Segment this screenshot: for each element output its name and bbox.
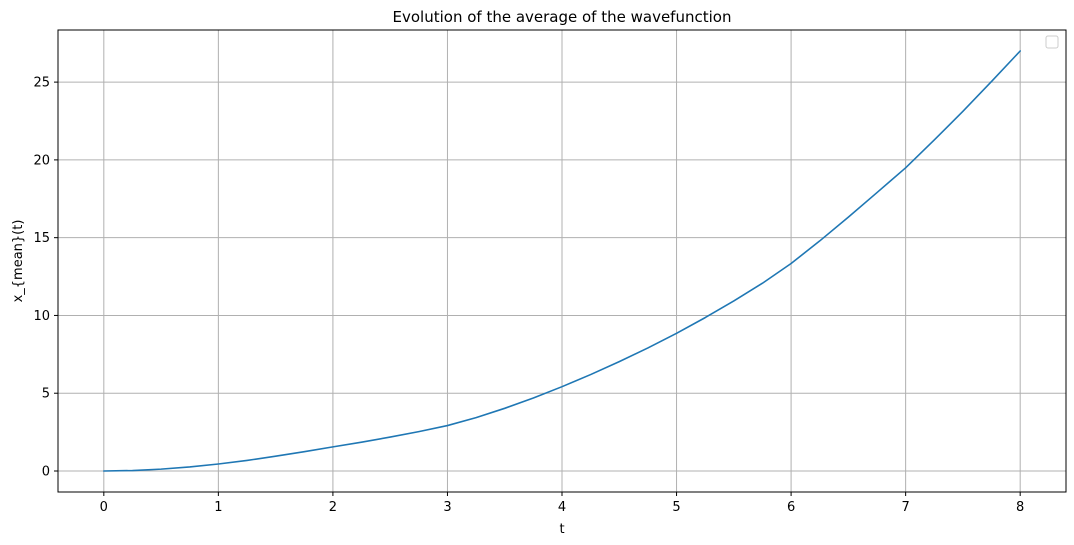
x-tick-label: 6 bbox=[787, 500, 795, 515]
y-tick-label: 5 bbox=[42, 387, 50, 402]
y-axis-ticks: 0 5 10 15 20 25 bbox=[33, 76, 58, 480]
x-tick-label: 8 bbox=[1016, 500, 1024, 515]
chart-title: Evolution of the average of the wavefunc… bbox=[393, 8, 732, 26]
x-tick-label: 7 bbox=[901, 500, 909, 515]
x-tick-label: 1 bbox=[214, 500, 222, 515]
grid bbox=[58, 30, 1066, 492]
y-tick-label: 15 bbox=[33, 231, 50, 246]
x-tick-label: 0 bbox=[100, 500, 108, 515]
y-tick-label: 25 bbox=[33, 76, 50, 91]
x-tick-label: 5 bbox=[672, 500, 680, 515]
legend-box bbox=[1045, 35, 1059, 49]
series-layer bbox=[103, 50, 1021, 472]
y-tick-label: 0 bbox=[42, 465, 50, 480]
y-tick-label: 20 bbox=[33, 153, 50, 168]
x-tick-label: 3 bbox=[443, 500, 451, 515]
series-line-0 bbox=[103, 50, 1021, 472]
x-tick-label: 2 bbox=[329, 500, 337, 515]
x-axis-ticks: 0 1 2 3 4 5 6 7 8 bbox=[100, 492, 1024, 515]
x-tick-label: 4 bbox=[558, 500, 566, 515]
y-axis-label: x_{mean}(t) bbox=[11, 220, 26, 303]
x-axis-label: t bbox=[559, 522, 564, 537]
y-tick-label: 10 bbox=[33, 309, 50, 324]
